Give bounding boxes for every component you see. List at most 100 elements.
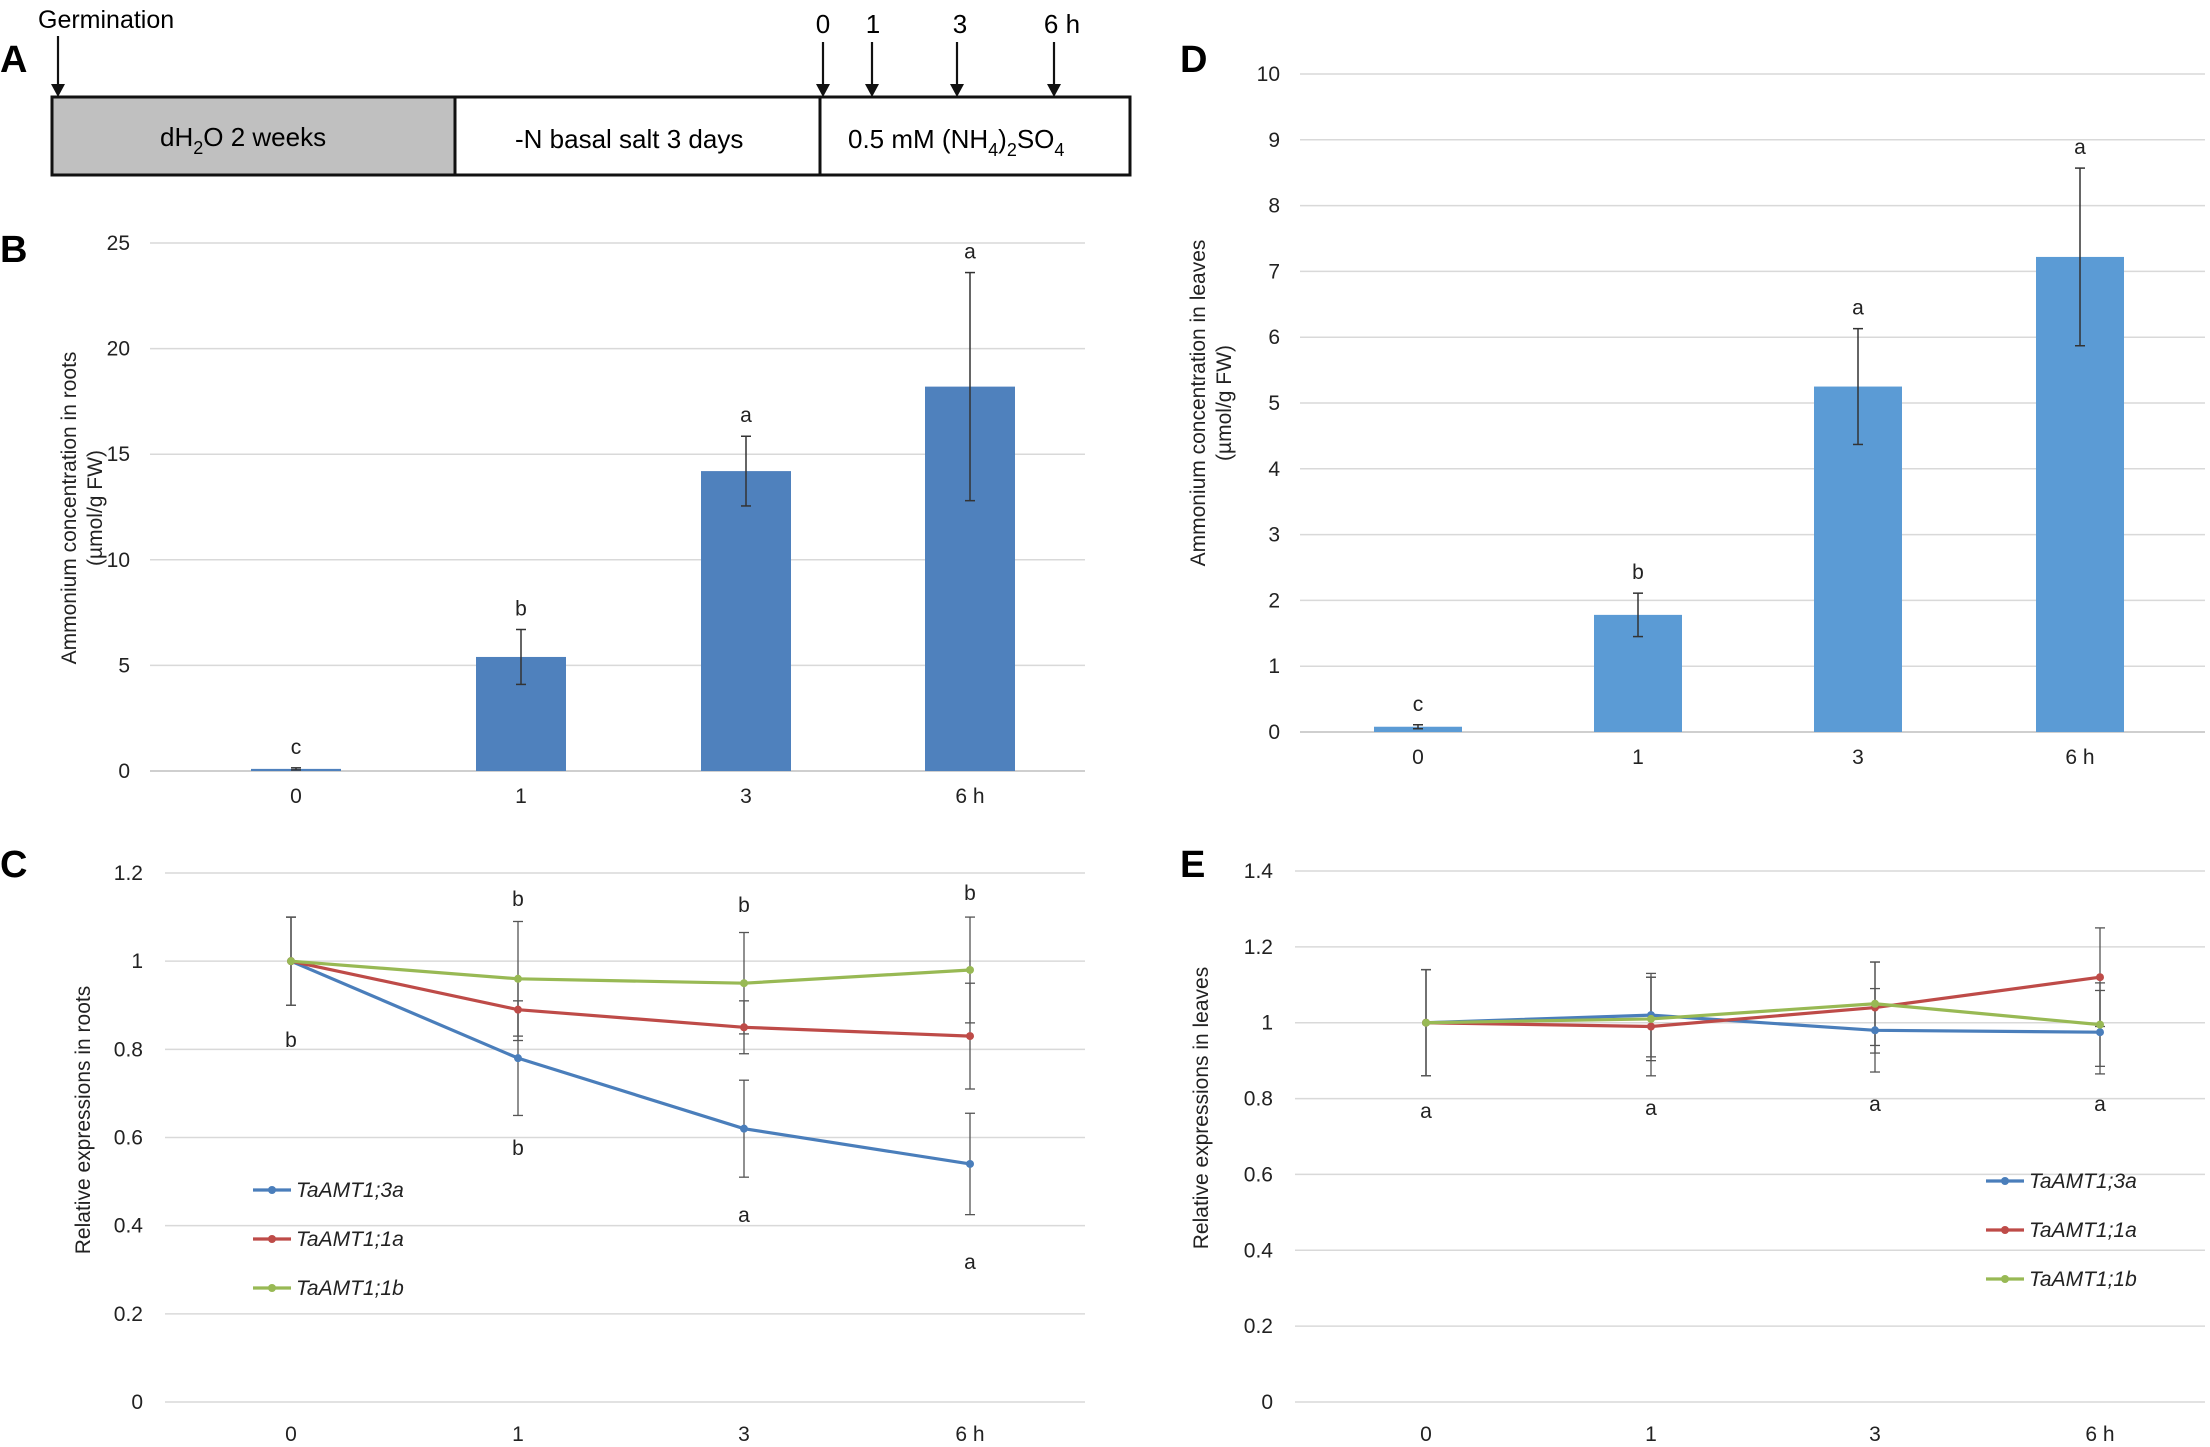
significance-letter-top: b xyxy=(964,882,976,905)
data-point xyxy=(514,974,522,983)
y-axis-unit-label: (µmol/g FW) xyxy=(84,450,107,566)
series-line-taamt11b xyxy=(290,959,971,985)
y-tick-label: 10 xyxy=(1257,63,1280,86)
timeline-segment-minus-n xyxy=(453,95,822,177)
legend-marker xyxy=(2001,1275,2009,1283)
y-tick-label: 1 xyxy=(131,950,143,973)
data-point xyxy=(2096,1020,2104,1029)
legend-marker xyxy=(2001,1177,2009,1185)
chart-leaves-ammonium: 0 1 2 3 4 5 6 7 8 9 10 0 1 3 6 h c b a a Ammonium concentra… xyxy=(1187,63,2205,769)
panel-label-b: B xyxy=(0,229,27,271)
y-tick-label: 20 xyxy=(107,338,130,361)
y-tick-label: 1.4 xyxy=(1244,860,1274,883)
segment-ammonium-label: 0.5 mM (NH4)2SO4 xyxy=(848,124,1064,160)
y-tick-label: 0.2 xyxy=(114,1303,143,1326)
y-tick-label: 1.2 xyxy=(114,862,143,885)
data-point xyxy=(740,1023,748,1032)
germination-arrow xyxy=(51,36,65,97)
y-tick-label: 0.8 xyxy=(1244,1088,1273,1111)
x-tick-label: 3 xyxy=(1869,1423,1881,1446)
y-axis-label: Relative expressions in roots xyxy=(72,986,95,1254)
timeline: Germination dH2O 2 weeks -N basal salt 3… xyxy=(38,6,1132,177)
x-tick-label: 6 h xyxy=(2065,746,2094,769)
legend-label: TaAMT1;1a xyxy=(296,1228,404,1251)
series-line-taamt11a xyxy=(290,959,971,1038)
significance-letter-bottom: a xyxy=(1420,1100,1432,1123)
significance-letter-top: b xyxy=(512,888,524,911)
y-tick-label: 1 xyxy=(1261,1012,1273,1035)
time-label-6: 6 h xyxy=(1044,9,1080,39)
significance-letter-bottom: a xyxy=(964,1251,976,1274)
data-point xyxy=(287,957,295,966)
significance-letter-bottom: b xyxy=(285,1029,297,1052)
significance-letter-bottom: a xyxy=(1645,1097,1657,1120)
legend-marker xyxy=(268,1284,276,1292)
time-label-1: 1 xyxy=(866,9,880,39)
significance-letter: a xyxy=(1852,297,1864,320)
y-axis-unit-label: (µmol/g FW) xyxy=(1213,345,1236,461)
data-point xyxy=(966,1159,974,1168)
panel-label-c: C xyxy=(0,844,27,886)
significance-letter: b xyxy=(1632,561,1644,584)
panel-label-e: E xyxy=(1180,844,1205,886)
y-tick-label: 0 xyxy=(1261,1391,1273,1414)
data-point xyxy=(966,965,974,974)
chart-roots-expression: 0 0.2 0.4 0.6 0.8 1 1.2 0 1 3 6 h b b b b b a a TaAMT1;3a T… xyxy=(72,862,1085,1446)
y-tick-label: 0.2 xyxy=(1244,1315,1273,1338)
x-tick-label: 6 h xyxy=(2085,1423,2114,1446)
y-axis-label: Relative expressions in leaves xyxy=(1190,967,1213,1249)
significance-letter-top: b xyxy=(738,894,750,917)
series-line-taamt11a xyxy=(1425,975,2101,1029)
y-tick-label: 0.4 xyxy=(114,1215,144,1238)
y-tick-label: 10 xyxy=(107,549,130,572)
data-point xyxy=(2096,973,2104,982)
y-tick-label: 7 xyxy=(1268,260,1280,283)
data-point xyxy=(2096,1028,2104,1037)
data-point xyxy=(740,979,748,988)
segment-water-label: dH2O 2 weeks xyxy=(160,122,326,158)
data-point xyxy=(1422,1018,1430,1027)
y-tick-label: 0.4 xyxy=(1244,1239,1274,1262)
data-point xyxy=(514,1054,522,1063)
legend-marker xyxy=(268,1235,276,1243)
data-point xyxy=(740,1124,748,1133)
panel-label-d: D xyxy=(1180,39,1207,81)
legend-marker xyxy=(2001,1226,2009,1234)
y-axis-label: Ammonium concentration in leaves xyxy=(1187,240,1210,567)
significance-letter: a xyxy=(740,404,752,427)
time-arrow-6: 6 h xyxy=(1044,9,1080,97)
x-tick-label: 1 xyxy=(1632,746,1644,769)
bar xyxy=(701,471,791,771)
x-tick-label: 1 xyxy=(512,1423,524,1446)
chart-roots-ammonium: 0 5 10 15 20 25 0 1 3 6 h c b a a Ammonium concentrati… xyxy=(58,232,1085,808)
legend-label: TaAMT1;3a xyxy=(2029,1170,2137,1193)
significance-letter: c xyxy=(291,736,302,759)
y-tick-label: 3 xyxy=(1268,524,1280,547)
x-tick-label: 1 xyxy=(515,785,527,808)
data-point xyxy=(1871,999,1879,1008)
y-tick-label: 25 xyxy=(107,232,130,255)
legend-label: TaAMT1;3a xyxy=(296,1179,404,1202)
germination-label: Germination xyxy=(38,6,174,34)
y-tick-label: 1.2 xyxy=(1244,936,1273,959)
segment-minus-n-label: -N basal salt 3 days xyxy=(515,124,743,154)
significance-letter-bottom: a xyxy=(2094,1093,2106,1116)
significance-letter: c xyxy=(1413,693,1424,716)
y-tick-label: 0 xyxy=(131,1391,143,1414)
y-tick-label: 2 xyxy=(1268,589,1280,612)
x-tick-label: 3 xyxy=(1852,746,1864,769)
chart-leaves-expression: 0 0.2 0.4 0.6 0.8 1 1.2 1.4 0 1 3 6 h a a a a TaAMT1;3a T… xyxy=(1190,860,2205,1446)
series-line-taamt11b xyxy=(1425,1002,2101,1027)
timeline-segment-ammonium xyxy=(818,95,1132,177)
y-tick-label: 0 xyxy=(118,760,130,783)
data-point xyxy=(1647,1022,1655,1031)
y-tick-label: 1 xyxy=(1268,655,1280,678)
legend-label: TaAMT1;1b xyxy=(296,1277,404,1300)
significance-letter: a xyxy=(2074,136,2086,159)
x-tick-label: 6 h xyxy=(955,1423,984,1446)
data-point xyxy=(966,1032,974,1041)
time-label-3: 3 xyxy=(953,9,967,39)
y-tick-label: 4 xyxy=(1268,458,1280,481)
y-tick-label: 5 xyxy=(118,654,130,677)
